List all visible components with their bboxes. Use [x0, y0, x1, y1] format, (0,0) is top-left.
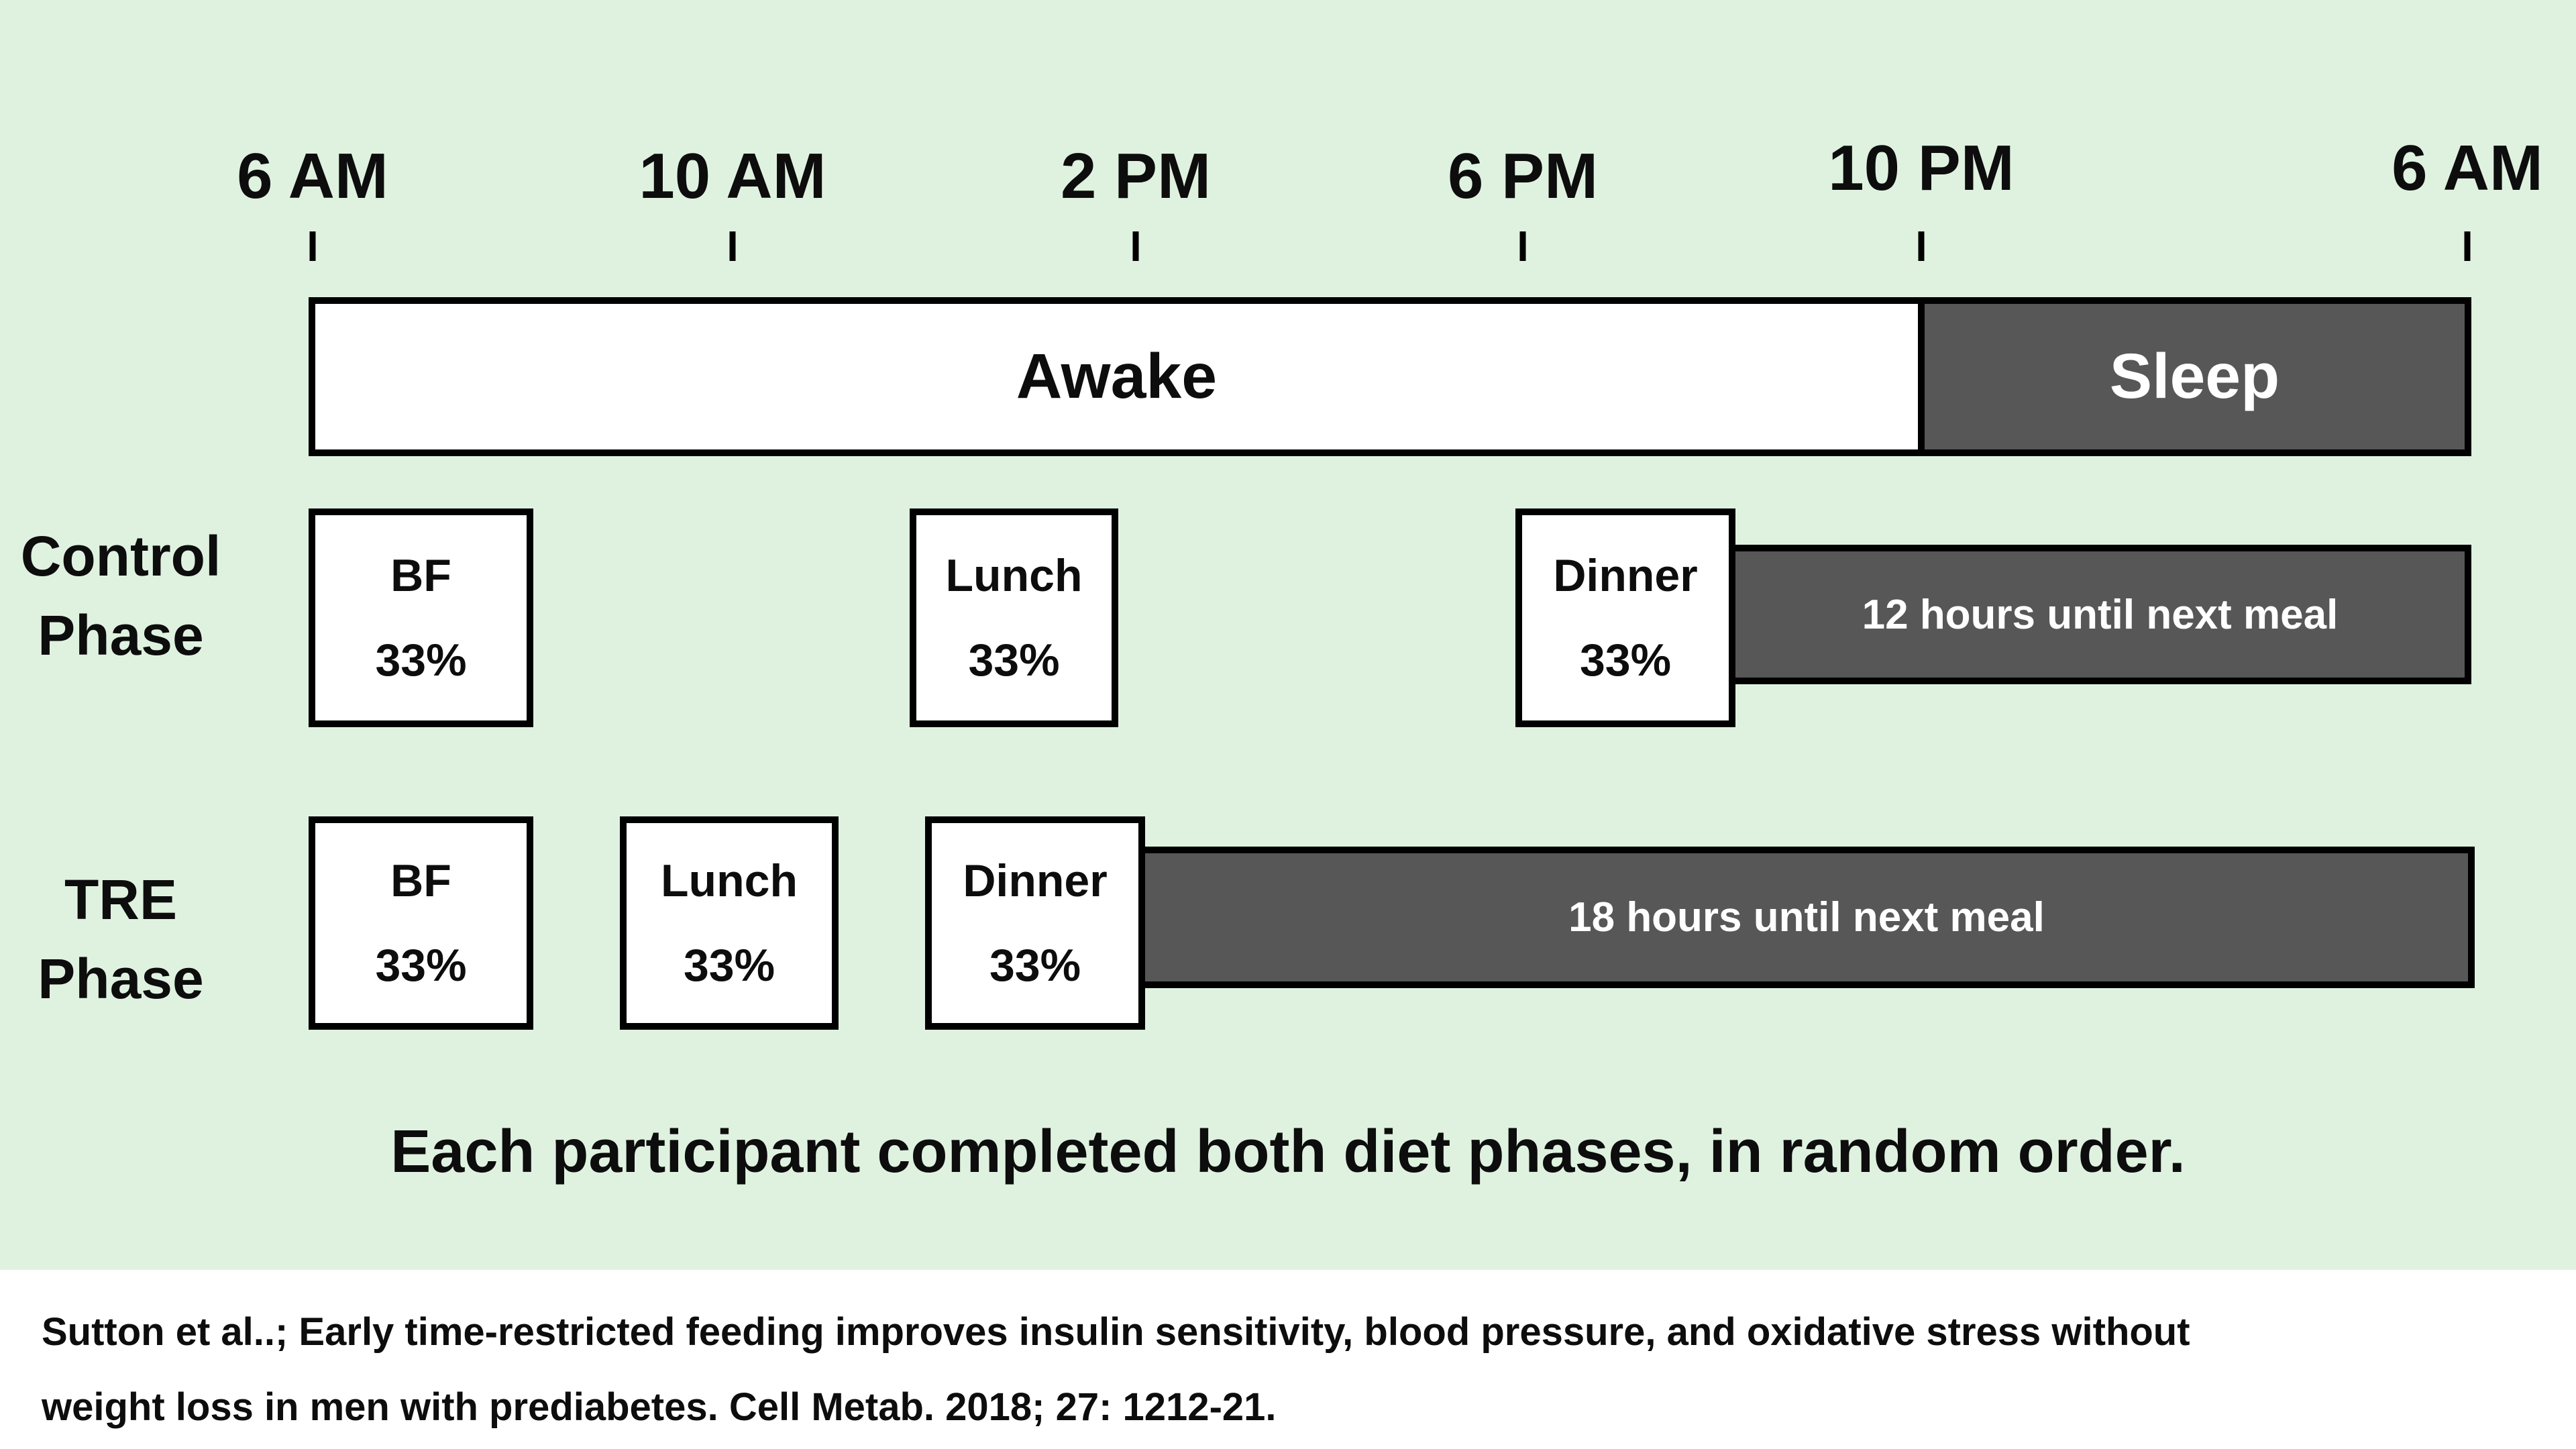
- time-label-2pm: 2 PM: [1060, 140, 1212, 212]
- control-phase-label-line2: Phase: [38, 604, 204, 667]
- meal-name: Dinner: [963, 855, 1108, 906]
- time-label-6am-right: 6 AM: [2392, 132, 2543, 204]
- meal-name: BF: [390, 855, 451, 906]
- tre-phase-label-line1: TRE: [64, 868, 177, 931]
- tre-dinner-box: Dinner 33%: [925, 816, 1145, 1030]
- tre-lunch-box: Lunch 33%: [620, 816, 839, 1030]
- meal-portion: 33%: [1579, 635, 1672, 686]
- control-dinner-box: Dinner 33%: [1515, 508, 1735, 727]
- time-label-6am-left: 6 AM: [237, 140, 388, 212]
- citation-text: Sutton et al..; Early time-restricted fe…: [42, 1295, 2534, 1445]
- meal-name: BF: [390, 550, 451, 601]
- tick-6am-right: [2464, 231, 2471, 261]
- tick-6am-left: [309, 231, 316, 261]
- meal-name: Lunch: [661, 855, 798, 906]
- meal-portion: 33%: [375, 635, 467, 686]
- awake-segment: Awake: [315, 304, 1918, 449]
- control-breakfast-box: BF 33%: [309, 508, 533, 727]
- meal-name: Dinner: [1553, 550, 1698, 601]
- tick-6pm: [1519, 231, 1526, 261]
- meal-portion: 33%: [989, 940, 1081, 991]
- tick-10pm: [1918, 231, 1925, 261]
- citation-line1: Sutton et al..; Early time-restricted fe…: [42, 1310, 2190, 1354]
- awake-sleep-bar: Awake Sleep: [309, 297, 2471, 456]
- tre-phase-label: TRE Phase: [0, 860, 241, 1018]
- caption-text: Each participant completed both diet pha…: [390, 1118, 2186, 1185]
- control-phase-label: Control Phase: [0, 517, 241, 675]
- sleep-segment: Sleep: [1917, 304, 2465, 449]
- citation-line2: weight loss in men with prediabetes. Cel…: [42, 1385, 1277, 1429]
- tre-phase-label-line2: Phase: [38, 947, 204, 1010]
- meal-portion: 33%: [683, 940, 775, 991]
- time-label-10pm: 10 PM: [1828, 132, 2015, 204]
- tre-breakfast-box: BF 33%: [309, 816, 533, 1030]
- tick-2pm: [1132, 231, 1139, 261]
- tre-fasting-bar: 18 hours until next meal: [1138, 847, 2475, 988]
- time-label-6pm: 6 PM: [1447, 140, 1599, 212]
- control-fasting-bar: 12 hours until next meal: [1729, 545, 2471, 684]
- meal-portion: 33%: [968, 635, 1060, 686]
- citation-footer: Sutton et al..; Early time-restricted fe…: [0, 1270, 2576, 1449]
- time-label-10am: 10 AM: [639, 140, 826, 212]
- meal-portion: 33%: [375, 940, 467, 991]
- tick-10am: [729, 231, 736, 261]
- control-phase-label-line1: Control: [20, 525, 221, 588]
- meal-name: Lunch: [945, 550, 1083, 601]
- control-lunch-box: Lunch 33%: [910, 508, 1118, 727]
